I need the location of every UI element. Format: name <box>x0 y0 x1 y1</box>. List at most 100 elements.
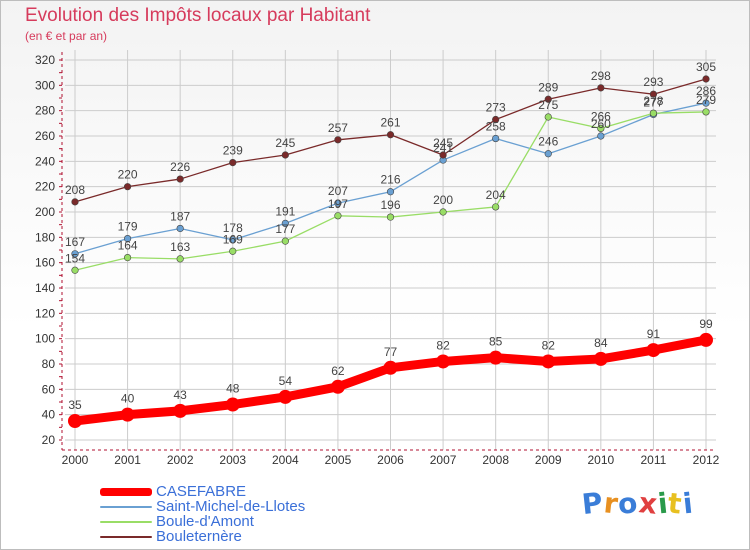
data-point <box>173 403 188 418</box>
data-point <box>334 136 342 144</box>
x-tick-label: 2012 <box>693 453 720 467</box>
series-layer <box>68 75 713 428</box>
data-point <box>386 131 395 139</box>
data-point <box>123 183 132 191</box>
data-point <box>225 397 240 412</box>
data-point <box>386 188 395 196</box>
proxiti-logo: Proxiti <box>580 485 695 522</box>
data-point <box>383 360 398 375</box>
data-label: 191 <box>275 204 295 218</box>
data-point <box>646 343 661 358</box>
data-point <box>229 247 237 255</box>
data-label: 257 <box>328 121 348 135</box>
data-point <box>123 235 132 243</box>
data-point <box>281 219 289 227</box>
legend-swatch <box>100 521 152 523</box>
data-label: 245 <box>433 136 453 150</box>
data-label: 196 <box>380 198 400 212</box>
data-label: 35 <box>68 398 82 412</box>
data-label: 239 <box>223 144 243 158</box>
grid-layer <box>65 50 716 450</box>
legend-item: Saint-Michel-de-Llotes <box>100 499 305 515</box>
x-tick-label: 2003 <box>219 453 246 467</box>
data-point <box>702 99 710 107</box>
y-tick-label: 300 <box>35 78 55 92</box>
data-label: 169 <box>223 232 243 246</box>
y-tick-label: 220 <box>35 180 55 194</box>
data-label: 164 <box>118 239 138 253</box>
data-label: 289 <box>538 80 558 94</box>
legend-label: Saint-Michel-de-Llotes <box>156 498 306 515</box>
x-tick-label: 2000 <box>62 453 89 467</box>
data-label: 82 <box>542 338 556 352</box>
data-label: 241 <box>433 141 453 155</box>
data-point <box>176 175 184 183</box>
data-point <box>488 350 503 365</box>
data-label: 293 <box>643 75 663 89</box>
data-point <box>649 90 658 98</box>
y-tick-label: 120 <box>35 306 55 320</box>
data-label: 82 <box>436 338 450 352</box>
y-tick-label: 200 <box>35 205 55 219</box>
data-point <box>281 237 289 245</box>
data-label: 197 <box>328 197 348 211</box>
data-point <box>281 151 289 159</box>
data-point <box>278 389 293 404</box>
data-label: 187 <box>170 209 190 223</box>
data-label: 163 <box>170 240 190 254</box>
data-point <box>702 108 710 116</box>
data-label: 273 <box>486 101 506 115</box>
data-label: 177 <box>275 222 295 236</box>
y-tick-label: 140 <box>35 281 55 295</box>
data-point <box>71 198 79 206</box>
data-point <box>330 379 345 394</box>
data-label: 54 <box>279 374 293 388</box>
legend-swatch <box>100 488 152 496</box>
logo-letter: P <box>580 485 606 522</box>
legend-item: CASEFABRE <box>100 484 246 500</box>
data-label: 62 <box>331 364 345 378</box>
data-label: 167 <box>65 235 85 249</box>
y-tick-label: 160 <box>35 256 55 270</box>
y-tick-label: 320 <box>35 53 55 67</box>
chart-subtitle: (en € et par an) <box>25 29 108 43</box>
y-tick-label: 20 <box>42 433 56 447</box>
data-point <box>544 95 552 103</box>
data-point <box>702 75 710 83</box>
data-label: 40 <box>121 392 135 406</box>
data-point <box>597 124 605 132</box>
axis-layer: 20 40 60 80 100 120 140 160 180 200 220 240 260 280 30… <box>35 52 720 467</box>
data-point <box>334 199 342 207</box>
data-label: 91 <box>647 327 661 341</box>
data-point <box>492 203 500 211</box>
data-point <box>439 208 447 216</box>
legend-label: Bouleternère <box>156 528 242 545</box>
data-label: 220 <box>118 168 138 182</box>
data-label: 305 <box>696 60 716 74</box>
data-point <box>597 132 605 140</box>
legend-label: CASEFABRE <box>156 483 247 500</box>
data-point <box>176 224 184 233</box>
data-point <box>492 115 500 124</box>
x-tick-label: 2006 <box>377 453 404 467</box>
legend-swatch <box>100 506 152 508</box>
y-tick-label: 60 <box>42 382 56 396</box>
chart-title: Evolution des Impôts locaux par Habitant <box>25 5 371 26</box>
y-tick-label: 80 <box>42 357 56 371</box>
x-tick-label: 2009 <box>535 453 562 467</box>
data-label: 85 <box>489 335 503 349</box>
x-tick-label: 2008 <box>482 453 509 467</box>
x-tick-label: 2005 <box>325 453 352 467</box>
legend-label: Boule-d'Amont <box>156 513 254 530</box>
data-point <box>229 236 237 244</box>
data-point <box>229 159 237 167</box>
data-label: 226 <box>170 160 190 174</box>
y-tick-label: 260 <box>35 129 55 143</box>
legend-swatch <box>100 536 152 538</box>
data-label: 245 <box>275 136 295 150</box>
data-label: 77 <box>384 345 398 359</box>
x-tick-label: 2007 <box>430 453 457 467</box>
data-label: 84 <box>594 336 608 350</box>
